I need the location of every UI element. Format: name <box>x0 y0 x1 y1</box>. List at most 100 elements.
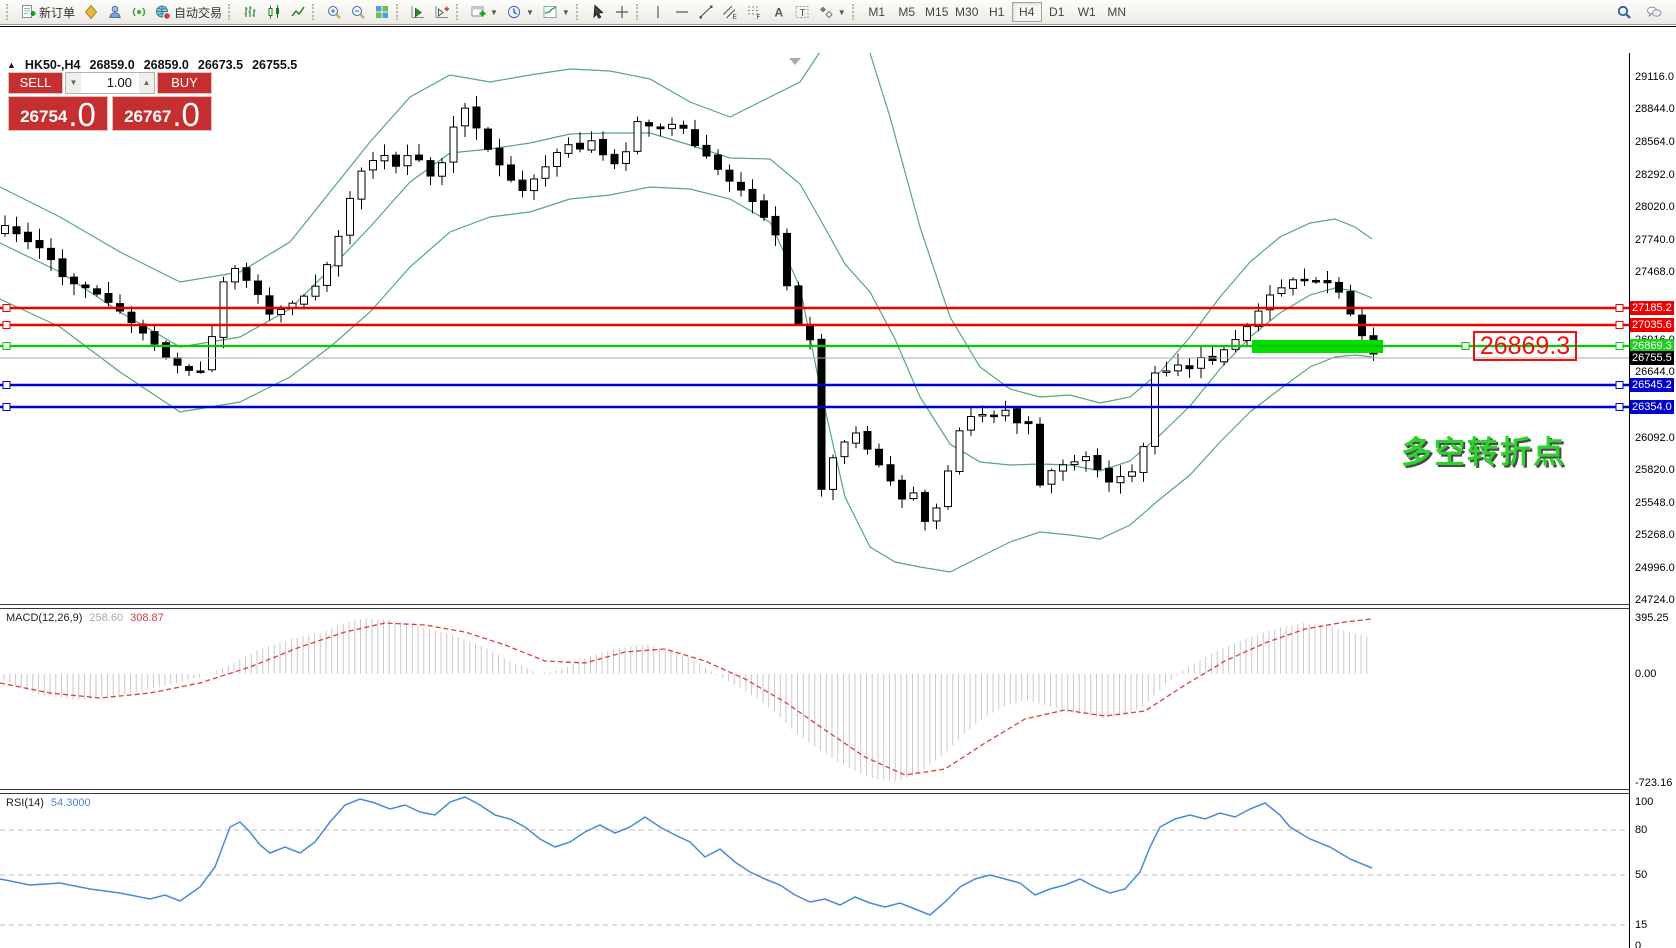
timeframe-button-d1[interactable]: D1 <box>1049 5 1065 19</box>
channel-icon[interactable]: E <box>718 2 742 22</box>
timeframe-button-m30[interactable]: M30 <box>955 5 979 19</box>
autotrading-button[interactable]: 自动交易 <box>151 2 226 23</box>
line-anchor-icon <box>1615 342 1624 350</box>
timeframe-button-mn[interactable]: MN <box>1107 5 1127 19</box>
text-label-icon[interactable]: T <box>790 2 814 22</box>
marketwatch-icon <box>83 4 99 20</box>
indicators-button[interactable]: ▼ <box>538 2 574 22</box>
bid-price-box[interactable]: 26754 .0 <box>8 96 108 131</box>
cursor-icon[interactable] <box>586 2 610 22</box>
panel-separator-macd[interactable] <box>0 604 1630 609</box>
rsi-axis-label: 15 <box>1635 919 1648 931</box>
rsi-panel-canvas[interactable] <box>0 793 1630 948</box>
price-axis-label: 26644.0 <box>1635 366 1675 378</box>
crosshair-icon[interactable] <box>610 2 634 22</box>
ask-price: 26767 <box>124 107 172 127</box>
macd-axis-label: -723.16 <box>1635 777 1673 789</box>
symbol-timeframe: HK50-,H4 <box>24 58 81 72</box>
indicator-icon <box>542 4 558 20</box>
price-axis-label: 24996.0 <box>1635 562 1675 574</box>
toolbar-grip <box>312 4 318 20</box>
ask-price-box[interactable]: 26767 .0 <box>112 96 212 131</box>
price-chart-canvas[interactable] <box>0 53 1630 607</box>
volume-decrease-button[interactable]: ▼ <box>66 73 81 93</box>
toolbar-grip <box>396 4 402 20</box>
shapes-icon <box>818 4 834 20</box>
timeframe-button-h1[interactable]: H1 <box>989 5 1005 19</box>
shapes-button[interactable]: ▼ <box>814 2 850 22</box>
timeframe-button-m15[interactable]: M15 <box>925 5 949 19</box>
tile-windows-icon[interactable] <box>370 2 394 22</box>
line-anchor-icon <box>2 381 11 389</box>
chat-icon <box>1646 4 1662 20</box>
bars-icon <box>242 4 258 20</box>
navigator-icon[interactable] <box>103 2 127 22</box>
rsi-axis-label: 50 <box>1635 869 1648 881</box>
zoom-in-icon[interactable] <box>322 2 346 22</box>
macd-panel-canvas[interactable] <box>0 608 1630 792</box>
bollinger-upper-band <box>0 53 1373 404</box>
sell-button[interactable]: SELL <box>8 72 63 94</box>
chevron-down-icon: ▼ <box>490 7 498 17</box>
price-annotation-box[interactable]: 26869.3 <box>1473 331 1577 361</box>
fibonacci-icon[interactable]: F <box>742 2 766 22</box>
chart-shift-icon[interactable] <box>430 2 454 22</box>
crosshair-icon <box>614 4 630 20</box>
market-watch-icon[interactable] <box>79 2 103 22</box>
bar-chart-icon[interactable] <box>238 2 262 22</box>
horizontal-levels[interactable] <box>0 304 1629 411</box>
bollinger-middle-band <box>0 132 1373 472</box>
chart-scroll-marker-icon <box>789 58 801 65</box>
toolbar-grip <box>6 4 12 20</box>
macd-indicator-label: MACD(12,26,9) 258.60 308.87 <box>6 612 164 624</box>
rsi-value: 54.3000 <box>50 797 91 809</box>
chart-window[interactable]: 29116.0 28844.0 28564.0 28292.0 28020.0 27740… <box>0 26 1676 948</box>
candlestick-chart-icon[interactable] <box>262 2 286 22</box>
chat-icon[interactable] <box>1642 2 1666 22</box>
timeframe-button-m5[interactable]: M5 <box>898 5 916 19</box>
window-marker-icon: ▲ <box>7 60 16 70</box>
text-icon[interactable]: A <box>766 2 790 22</box>
bollinger-bands[interactable] <box>0 53 1373 573</box>
price-axis-label: 28564.0 <box>1635 136 1675 148</box>
line-anchor-icon <box>2 342 11 350</box>
buy-button[interactable]: BUY <box>157 72 212 94</box>
macd-axis-label: 0.00 <box>1635 668 1657 680</box>
price-axis-label: 26092.0 <box>1635 432 1675 444</box>
line-anchor-icon <box>1615 304 1624 312</box>
toolbar: 新订单 自动交易 ▼ ▼ ▼ E F A T ▼ M1 M5 M15 M30 H1 H4 D1 W1 MN <box>0 0 1676 25</box>
svg-text:T: T <box>799 8 805 19</box>
rsi-indicator-label: RSI(14) 54.3000 <box>6 797 91 809</box>
trendline-icon[interactable] <box>694 2 718 22</box>
toolbar-grip <box>575 4 582 20</box>
pivot-text-label[interactable]: 多空转折点 <box>1401 435 1566 470</box>
clock-icon <box>506 4 522 20</box>
textT-icon: T <box>794 4 810 20</box>
profiles-button[interactable]: ▼ <box>502 2 538 22</box>
signal-icon[interactable] <box>127 2 151 22</box>
line-chart-icon[interactable] <box>286 2 310 22</box>
search-icon[interactable] <box>1612 2 1636 22</box>
ask-price-fraction: .0 <box>172 95 200 133</box>
autotrading-button-label: 自动交易 <box>174 5 223 20</box>
volume-input[interactable]: 1.00 <box>81 73 139 93</box>
zoom-out-icon[interactable] <box>346 2 370 22</box>
navigator-icon <box>107 4 123 20</box>
horizontal-line-icon[interactable] <box>670 2 694 22</box>
vertical-line-icon[interactable] <box>646 2 670 22</box>
timeframe-button-w1[interactable]: W1 <box>1077 5 1096 19</box>
volume-increase-button[interactable]: ▲ <box>139 73 154 93</box>
panel-separator-rsi[interactable] <box>0 789 1630 794</box>
svg-text:F: F <box>756 14 760 20</box>
price-axis[interactable]: 29116.0 28844.0 28564.0 28292.0 28020.0 27740… <box>1629 53 1676 948</box>
chart-title: ▲ HK50-,H4 26859.0 26859.0 26673.5 26755… <box>7 58 297 72</box>
line-anchor-icon <box>2 403 11 411</box>
price-tag-26354.0: 26354.0 <box>1630 400 1674 414</box>
new-chart-button[interactable]: ▼ <box>466 2 502 22</box>
timeframe-button-m1[interactable]: M1 <box>868 5 886 19</box>
auto-scroll-icon[interactable] <box>406 2 430 22</box>
annotation-anchor-icon <box>1461 342 1470 350</box>
new-order-button[interactable]: 新订单 <box>16 2 79 23</box>
timeframe-button-h4[interactable]: H4 <box>1011 2 1042 22</box>
